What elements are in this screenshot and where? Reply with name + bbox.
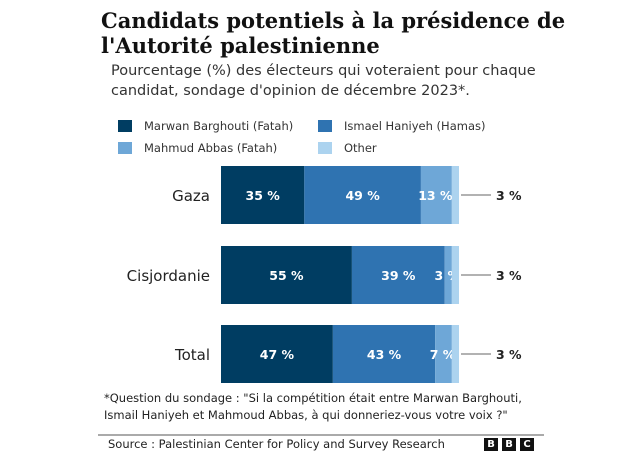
data-label: 13 % <box>418 188 453 203</box>
chart-title: Candidats potentiels à la présidence de … <box>101 8 566 58</box>
category-label: Total <box>174 346 210 364</box>
data-label: 3 % <box>496 268 522 283</box>
legend-item: Marwan Barghouti (Fatah) <box>118 118 318 134</box>
bar-segment <box>435 325 452 383</box>
legend-item: Other <box>318 140 518 156</box>
bar-segment <box>221 166 305 224</box>
bar-segment <box>221 246 352 304</box>
data-label: 7 % <box>430 347 456 362</box>
legend-item: Mahmud Abbas (Fatah) <box>118 140 318 156</box>
logo-letter: B <box>502 438 516 451</box>
logo-letter: B <box>484 438 498 451</box>
data-label: 49 % <box>345 188 380 203</box>
legend-swatch <box>118 120 132 132</box>
bar-segment <box>221 325 333 383</box>
legend: Marwan Barghouti (Fatah) Ismael Haniyeh … <box>118 118 538 156</box>
divider <box>98 434 544 436</box>
bar-segment <box>420 166 452 224</box>
bar-segment <box>451 246 459 304</box>
bar-segment <box>332 325 436 383</box>
bar-segment <box>351 246 445 304</box>
bar-segment <box>304 166 421 224</box>
legend-swatch <box>118 142 132 154</box>
category-label: Gaza <box>172 187 210 205</box>
legend-item: Ismael Haniyeh (Hamas) <box>318 118 518 134</box>
chart-subtitle: Pourcentage (%) des électeurs qui votera… <box>111 63 536 99</box>
data-label: 3 % <box>496 188 522 203</box>
bar-segment <box>444 246 452 304</box>
data-label: 3 % <box>496 347 522 362</box>
bar-segment <box>451 166 459 224</box>
legend-label: Ismael Haniyeh (Hamas) <box>344 119 486 133</box>
legend-swatch <box>318 142 332 154</box>
data-label: 47 % <box>260 347 295 362</box>
legend-label: Mahmud Abbas (Fatah) <box>144 141 278 155</box>
data-label: 55 % <box>269 268 304 283</box>
legend-label: Marwan Barghouti (Fatah) <box>144 119 294 133</box>
category-label: Cisjordanie <box>127 267 210 285</box>
data-label: 35 % <box>246 188 281 203</box>
data-label: 39 % <box>381 268 416 283</box>
logo-letter: C <box>520 438 534 451</box>
bar-segment <box>451 325 459 383</box>
legend-swatch <box>318 120 332 132</box>
legend-label: Other <box>344 141 377 155</box>
data-label: 43 % <box>367 347 402 362</box>
source-text: Source : Palestinian Center for Policy a… <box>108 437 445 451</box>
footnote: *Question du sondage : "Si la compétitio… <box>104 391 522 422</box>
